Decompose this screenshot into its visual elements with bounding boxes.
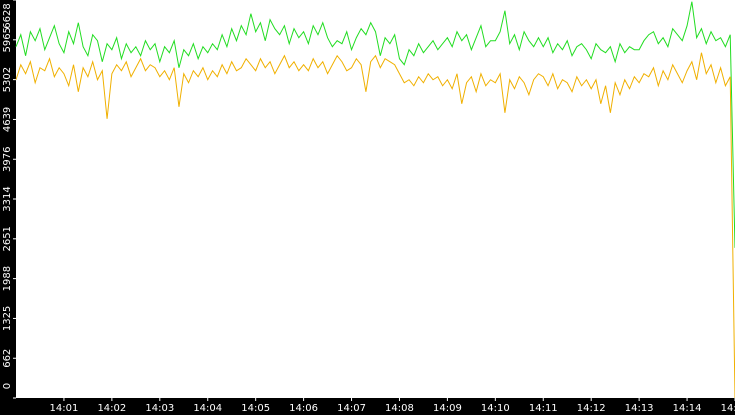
y-tick-label: 5965 (2, 27, 13, 52)
y-tick-label: 1988 (2, 266, 13, 291)
y-tick-label: 2651 (2, 226, 13, 251)
x-tick-label: 14:02 (97, 403, 126, 414)
x-tick-label: 14:14 (673, 403, 702, 414)
x-tick-label: 14:12 (577, 403, 606, 414)
x-tick-label: 14:03 (145, 403, 174, 414)
x-tick-label: 14:04 (193, 403, 222, 414)
plot-area (16, 0, 735, 398)
y-tick-label: 3976 (2, 147, 13, 172)
x-tick-label: 14:15 (721, 403, 735, 414)
y-tick-label: 5302 (2, 67, 13, 92)
x-tick-label: 14:10 (481, 403, 510, 414)
y-tick-label: 3314 (2, 186, 13, 211)
y-tick-label: 4639 (2, 107, 13, 132)
y-tick-label: 1325 (2, 306, 13, 331)
x-tick-label: 14:08 (385, 403, 414, 414)
x-tick-label: 14:11 (529, 403, 558, 414)
x-tick-label: 14:07 (337, 403, 366, 414)
y-tick-label: 6628 (2, 3, 13, 28)
x-tick-label: 14:13 (625, 403, 654, 414)
series-line (15, 52, 735, 399)
x-tick-label: 14:06 (289, 403, 318, 414)
y-tick-label: 662 (2, 349, 13, 368)
x-tick-label: 14:05 (241, 403, 270, 414)
y-tick-label: 0 (2, 383, 13, 389)
series-line (15, 1, 735, 248)
x-tick-label: 14:01 (50, 403, 79, 414)
x-tick-label: 14:09 (433, 403, 462, 414)
